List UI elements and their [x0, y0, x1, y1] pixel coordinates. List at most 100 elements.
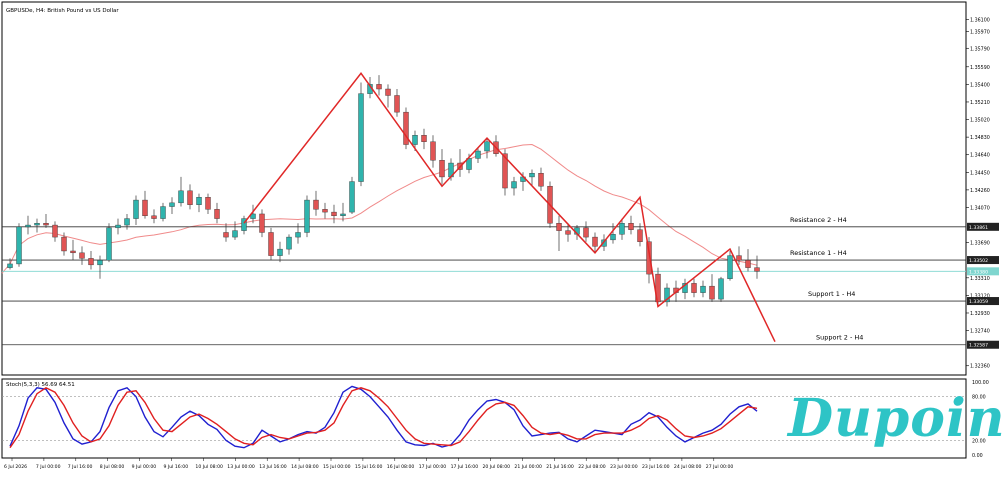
level-price-label: 1.33861 — [969, 225, 988, 231]
candle-body — [511, 181, 517, 189]
price-tick-label: 1.33120 — [970, 293, 990, 299]
candle-body — [529, 173, 535, 178]
candle-body — [583, 227, 589, 238]
stoch-signal-line — [9, 386, 758, 449]
candle-body — [619, 223, 625, 235]
time-tick-label: 7 Jul 00:00 — [36, 464, 61, 470]
price-tick-label: 1.33690 — [970, 241, 990, 247]
level-name-label: Resistance 1 - H4 — [790, 249, 847, 257]
candle-body — [7, 263, 13, 268]
time-tick-label: 27 Jul 00:00 — [706, 464, 734, 470]
time-tick-label: 13 Jul 16:00 — [259, 464, 287, 470]
price-tick-label: 1.36100 — [970, 18, 990, 24]
time-tick-label: 22 Jul 08:00 — [578, 464, 606, 470]
candle-body — [34, 223, 40, 226]
candle-body — [349, 181, 355, 213]
price-tick-label: 1.35210 — [970, 100, 990, 106]
time-tick-label: 14 Jul 08:00 — [291, 464, 319, 470]
candle-body — [115, 224, 121, 229]
candle-body — [223, 232, 229, 238]
level-name-label: Support 1 - H4 — [808, 290, 855, 298]
candle-body — [556, 223, 562, 231]
candle-body — [412, 135, 418, 145]
candle-body — [475, 150, 481, 159]
level-price-label: 1.33059 — [969, 299, 988, 305]
time-tick-label: 15 Jul 00:00 — [323, 464, 351, 470]
time-tick-label: 13 Jul 00:00 — [227, 464, 255, 470]
dupoin-logo: Dupoin — [788, 383, 1002, 455]
candle-body — [646, 241, 652, 275]
price-tick-label: 1.35790 — [970, 46, 990, 52]
candle-body — [394, 95, 400, 113]
candle-body — [736, 255, 742, 261]
time-tick-label: 17 Jul 16:00 — [451, 464, 479, 470]
stoch-title: Stoch(5,3,3) 56.69 64.51 — [6, 382, 75, 388]
level-name-label: Support 2 - H4 — [816, 334, 863, 342]
level-price-label: 1.33380 — [969, 269, 988, 275]
candle-body — [268, 232, 274, 256]
candle-body — [610, 234, 616, 241]
candle-body — [286, 236, 292, 250]
candle-body — [142, 199, 148, 217]
price-tick-label: 1.34640 — [970, 153, 990, 159]
time-tick-label: 9 Jul 00:00 — [132, 464, 157, 470]
candle-body — [16, 226, 22, 265]
time-tick-label: 20 Jul 08:00 — [483, 464, 511, 470]
price-tick-label: 1.34260 — [970, 188, 990, 194]
price-pane-border — [1, 1, 967, 376]
level-price-box — [967, 256, 999, 265]
candle-body — [79, 252, 85, 259]
time-tick-label: 9 Jul 16:00 — [164, 464, 189, 470]
candle-body — [421, 135, 427, 142]
stoch-main-line — [9, 385, 758, 449]
candle-body — [277, 248, 283, 256]
stoch-tick-label: 0.00 — [972, 453, 983, 459]
candle-body — [439, 160, 445, 178]
time-tick-label: 10 Jul 08:00 — [195, 464, 223, 470]
candle-body — [187, 190, 193, 205]
stoch-tick-label: 20.00 — [972, 438, 986, 444]
candle-body — [637, 229, 643, 242]
candle-body — [304, 199, 310, 233]
candle-body — [241, 218, 247, 231]
candle-body — [358, 93, 364, 182]
price-tick-label: 1.34070 — [970, 205, 990, 211]
candle-body — [322, 209, 328, 213]
time-tick-label: 16 Jul 08:00 — [387, 464, 415, 470]
time-tick-label: 17 Jul 00:00 — [419, 464, 447, 470]
candle-body — [484, 141, 490, 152]
candle-body — [313, 199, 319, 210]
price-tick-label: 1.32360 — [970, 364, 990, 370]
candle-body — [430, 141, 436, 161]
candle-body — [727, 255, 733, 279]
time-tick-label: 6 Jul 2026 — [4, 464, 27, 470]
time-tick-label: 21 Jul 16:00 — [546, 464, 574, 470]
time-tick-label: 24 Jul 08:00 — [674, 464, 702, 470]
price-tick-label: 1.35020 — [970, 118, 990, 124]
candle-body — [331, 211, 337, 217]
candle-body — [214, 209, 220, 219]
candle-body — [754, 267, 760, 272]
level-price-box — [967, 297, 999, 306]
level-price-box — [967, 267, 999, 276]
candle-body — [232, 230, 238, 238]
level-price-label: 1.33502 — [969, 258, 988, 264]
level-price-box — [967, 340, 999, 349]
candle-body — [745, 260, 751, 268]
time-tick-label: 23 Jul 16:00 — [642, 464, 670, 470]
candle-body — [25, 224, 31, 228]
candle-body — [52, 224, 58, 238]
candle-body — [385, 88, 391, 96]
candle-body — [88, 258, 94, 266]
time-tick-label: 21 Jul 00:00 — [514, 464, 542, 470]
price-tick-label: 1.34830 — [970, 135, 990, 141]
candle-body — [196, 197, 202, 205]
candle-body — [691, 283, 697, 293]
candle-body — [664, 287, 670, 303]
price-tick-label: 1.33310 — [970, 276, 990, 282]
candle-body — [43, 223, 49, 226]
candle-body — [592, 236, 598, 247]
candle-body — [565, 230, 571, 235]
